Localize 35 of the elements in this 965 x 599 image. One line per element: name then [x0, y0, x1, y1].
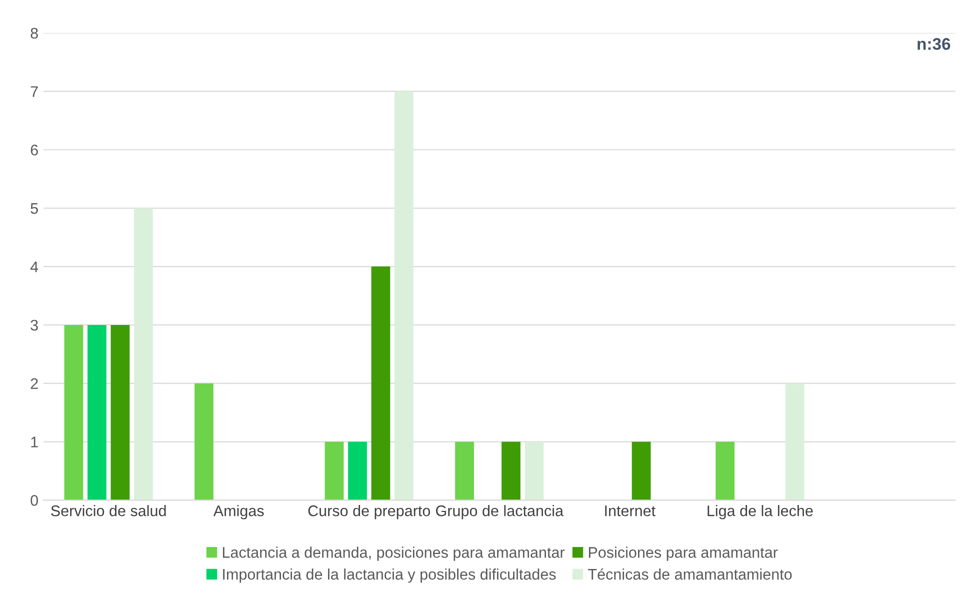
y-tick-label: 0 [30, 495, 38, 506]
x-tick-label: Amigas [213, 505, 264, 520]
x-tick-label: Liga de la leche [708, 505, 813, 520]
bar [455, 442, 474, 500]
bar [134, 208, 153, 500]
legend-label: Importancia de la lactancia y posibles dificultades [223, 568, 556, 583]
y-tick-label: 1 [31, 436, 38, 448]
y-tick-label: 2 [30, 378, 38, 389]
bar [394, 91, 414, 500]
y-tick-label: 6 [30, 144, 38, 156]
y-tick-label: 8 [30, 28, 38, 39]
legend-label: Lactancia a demanda, posiciones para amamantar [222, 546, 565, 561]
bar [502, 442, 520, 500]
x-tick-label: Grupo de lactancia [436, 505, 564, 520]
x-tick-label: Curso de preparto [308, 505, 430, 520]
bar [632, 442, 651, 500]
bar [194, 383, 214, 500]
annotation: n:36 [918, 38, 950, 50]
bar [371, 266, 390, 500]
bar [110, 324, 130, 500]
legend-label: Técnicas de amamantamiento [588, 568, 792, 580]
y-tick-label: 7 [30, 86, 38, 97]
y-tick-label: 5 [30, 203, 38, 214]
y-tick-label: 3 [30, 320, 38, 331]
bar [88, 324, 106, 500]
bar [716, 442, 735, 500]
legend-label: Posiciones para amamantar [588, 546, 778, 561]
bar [348, 442, 367, 500]
bar [324, 442, 344, 500]
x-tick-label: Internet [605, 506, 656, 516]
x-tick-label: Servicio de salud [51, 505, 166, 516]
bar [64, 324, 84, 500]
bar [524, 442, 544, 500]
bar [785, 383, 804, 500]
y-tick-label: 4 [30, 262, 38, 272]
